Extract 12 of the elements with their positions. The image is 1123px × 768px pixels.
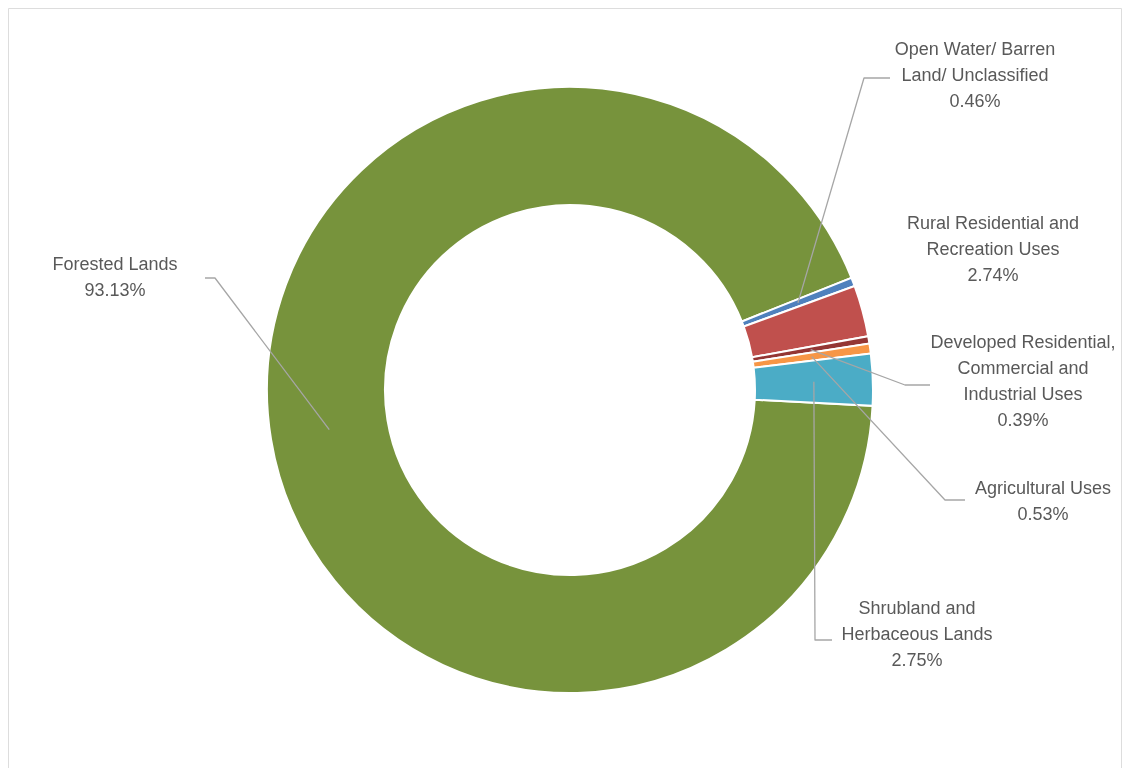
data-label: 0.53%	[1017, 504, 1069, 524]
data-label: 2.75%	[891, 650, 943, 670]
data-label: 93.13%	[84, 280, 146, 300]
slice-label: Rural Residential and Recreation Uses	[906, 213, 1080, 259]
slice-label: Open Water/ Barren Land/ Unclassified	[894, 39, 1056, 85]
slice-label: Agricultural Uses	[974, 478, 1112, 498]
slice-label: Shrubland and Herbaceous Lands	[841, 598, 993, 644]
data-label: 2.74%	[967, 265, 1019, 285]
slice-label: Developed Residential, Commercial and Industrial Uses	[930, 332, 1116, 404]
slice-label: Forested Lands	[52, 254, 178, 274]
data-label: 0.46%	[949, 91, 1001, 111]
data-label: 0.39%	[997, 410, 1049, 430]
